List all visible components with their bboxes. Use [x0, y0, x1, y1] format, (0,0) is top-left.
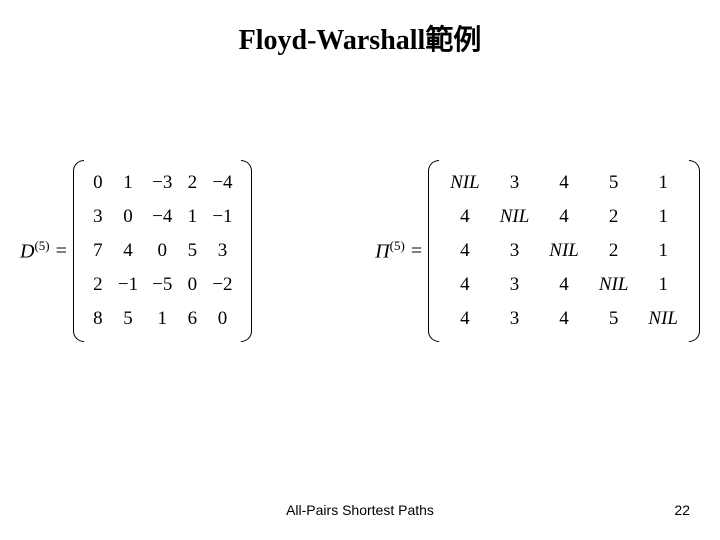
table-row: NIL 3 4 5 1 — [440, 166, 688, 200]
table-row: 0 1 −3 2 −4 — [85, 166, 240, 200]
pi-matrix-label: Π(5) — [375, 238, 405, 264]
table-row: 4 3 NIL 2 1 — [440, 234, 688, 268]
cell: 0 — [111, 200, 145, 234]
cell: 3 — [205, 234, 239, 268]
table-row: 4 3 4 5 NIL — [440, 302, 688, 336]
matrices-row: D(5) = 0 1 −3 2 −4 3 0 −4 1 −1 — [20, 160, 700, 342]
cell: 4 — [111, 234, 145, 268]
pi-matrix-table: NIL 3 4 5 1 4 NIL 4 2 1 4 3 NIL 2 — [440, 166, 688, 336]
pi-matrix: NIL 3 4 5 1 4 NIL 4 2 1 4 3 NIL 2 — [428, 160, 700, 342]
cell: 3 — [490, 234, 540, 268]
cell: 5 — [589, 166, 639, 200]
cell: 4 — [440, 234, 490, 268]
cell: −4 — [145, 200, 179, 234]
table-row: 7 4 0 5 3 — [85, 234, 240, 268]
table-row: 2 −1 −5 0 −2 — [85, 268, 240, 302]
slide-title: Floyd-Warshall範例 — [0, 18, 720, 58]
pi-label-base: Π — [375, 241, 389, 263]
cell: NIL — [589, 268, 639, 302]
pi-label-sup: (5) — [390, 238, 405, 253]
cell: 5 — [179, 234, 205, 268]
table-row: 3 0 −4 1 −1 — [85, 200, 240, 234]
d-matrix-block: D(5) = 0 1 −3 2 −4 3 0 −4 1 −1 — [20, 160, 252, 342]
cell: 8 — [85, 302, 111, 336]
pi-matrix-block: Π(5) = NIL 3 4 5 1 4 NIL 4 2 1 — [375, 160, 700, 342]
cell: 5 — [589, 302, 639, 336]
cell: 2 — [179, 166, 205, 200]
cell: −1 — [111, 268, 145, 302]
equals-sign: = — [409, 240, 424, 263]
equals-sign: = — [54, 240, 69, 263]
cell: 4 — [440, 268, 490, 302]
cell: 4 — [539, 200, 589, 234]
cell: −4 — [205, 166, 239, 200]
cell: 2 — [589, 200, 639, 234]
cell: 1 — [638, 234, 688, 268]
page-number: 22 — [674, 502, 690, 518]
cell: 0 — [145, 234, 179, 268]
table-row: 8 5 1 6 0 — [85, 302, 240, 336]
cell: 0 — [179, 268, 205, 302]
cell: NIL — [490, 200, 540, 234]
cell: −2 — [205, 268, 239, 302]
cell: 3 — [490, 166, 540, 200]
cell: 6 — [179, 302, 205, 336]
d-label-sup: (5) — [34, 238, 49, 253]
d-matrix-table: 0 1 −3 2 −4 3 0 −4 1 −1 7 4 0 5 — [85, 166, 240, 336]
cell: 1 — [111, 166, 145, 200]
cell: 4 — [440, 302, 490, 336]
cell: −5 — [145, 268, 179, 302]
cell: 4 — [539, 268, 589, 302]
cell: NIL — [638, 302, 688, 336]
table-row: 4 NIL 4 2 1 — [440, 200, 688, 234]
cell: 2 — [85, 268, 111, 302]
cell: 4 — [539, 166, 589, 200]
table-row: 4 3 4 NIL 1 — [440, 268, 688, 302]
cell: 1 — [179, 200, 205, 234]
cell: 3 — [490, 268, 540, 302]
d-matrix-label: D(5) — [20, 238, 50, 264]
d-label-base: D — [20, 241, 34, 263]
cell: 7 — [85, 234, 111, 268]
cell: 4 — [440, 200, 490, 234]
cell: 3 — [490, 302, 540, 336]
cell: 1 — [638, 166, 688, 200]
cell: 1 — [638, 268, 688, 302]
cell: 0 — [85, 166, 111, 200]
cell: 1 — [638, 200, 688, 234]
cell: 3 — [85, 200, 111, 234]
cell: −3 — [145, 166, 179, 200]
cell: 4 — [539, 302, 589, 336]
cell: NIL — [539, 234, 589, 268]
cell: 1 — [145, 302, 179, 336]
cell: −1 — [205, 200, 239, 234]
cell: NIL — [440, 166, 490, 200]
cell: 0 — [205, 302, 239, 336]
cell: 5 — [111, 302, 145, 336]
cell: 2 — [589, 234, 639, 268]
footer-text: All-Pairs Shortest Paths — [0, 502, 720, 518]
d-matrix: 0 1 −3 2 −4 3 0 −4 1 −1 7 4 0 5 — [73, 160, 252, 342]
